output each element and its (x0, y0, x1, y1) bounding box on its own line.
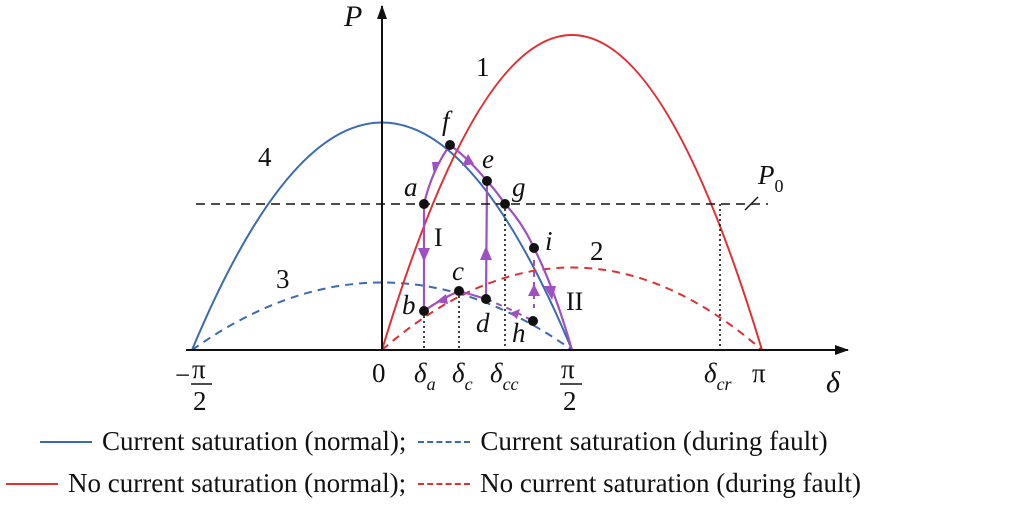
x-axis-label: δ (826, 366, 841, 399)
tick-delta-a: δa (414, 358, 436, 394)
point-label-i: i (545, 226, 553, 256)
point-a (419, 199, 429, 209)
point-c (454, 286, 464, 296)
tick-half-pi-num: π (561, 354, 575, 384)
curve-label-3: 3 (276, 264, 290, 294)
point-label-h: h (512, 318, 526, 348)
legend-swatch-red-solid (6, 482, 58, 485)
curve-1-no-saturation-normal (381, 34, 763, 351)
trajectory-d-e (484, 180, 489, 300)
arrow-b-to-c (436, 294, 448, 304)
point-label-c: c (452, 256, 464, 286)
trajectory-d-h (485, 298, 534, 322)
point-h (528, 316, 538, 326)
tick-neg-half-pi-sign: − (175, 360, 190, 390)
tick-delta-cc: δcc (490, 358, 519, 394)
p0-label: P0 (757, 160, 784, 196)
point-f (445, 140, 455, 150)
arrow-g-to-h (544, 286, 556, 300)
point-b (419, 306, 429, 316)
tick-pi: π (752, 358, 766, 388)
point-label-a: a (404, 172, 418, 202)
arrow-d-to-e (480, 246, 492, 260)
arrow-h-to-i (528, 284, 540, 296)
trajectory-i-end (533, 247, 574, 351)
point-e (482, 176, 492, 186)
point-i (529, 243, 539, 253)
tick-delta-c: δc (452, 358, 473, 394)
region-label-I: I (434, 223, 443, 252)
legend-row-current-saturation: Current saturation (normal); Current sat… (40, 426, 828, 457)
curve-label-2: 2 (590, 236, 604, 266)
region-label-II: II (566, 287, 583, 316)
power-angle-diagram: P δ P0 1 2 3 4 a b c d e f g h i I II − … (175, 0, 849, 416)
arrow-f-to-a (432, 162, 440, 176)
legend-swatch-blue-dashed (418, 440, 471, 443)
legend-label-no-saturation-fault: No current saturation (during fault) (480, 468, 862, 498)
arrow-e-to-f (462, 154, 474, 166)
curve-label-4: 4 (258, 142, 272, 172)
point-label-e: e (482, 144, 494, 174)
p0-subscript: 0 (775, 176, 784, 196)
tick-delta-cr: δcr (704, 358, 733, 394)
p0-leader (744, 196, 759, 211)
arrow-d-to-h (510, 309, 520, 319)
legend-swatch-blue-solid (40, 440, 92, 443)
legend-swatch-red-dashed (418, 482, 471, 485)
legend-label-no-saturation-normal: No current saturation (normal); (68, 468, 407, 498)
curve-label-1: 1 (476, 52, 490, 82)
tick-half-pi-den: 2 (563, 386, 577, 416)
point-label-b: b (402, 290, 416, 320)
tick-neg-half-pi-num: π (192, 354, 206, 384)
point-d (481, 294, 491, 304)
point-label-g: g (512, 172, 526, 202)
legend-label-current-saturation-fault: Current saturation (during fault) (480, 426, 828, 456)
tick-neg-half-pi-den: 2 (193, 386, 207, 416)
y-axis-label: P (343, 0, 362, 33)
curve-2-no-saturation-fault (381, 266, 763, 351)
curve-3-current-saturation-fault (191, 281, 573, 351)
arrow-a-to-b (418, 248, 430, 262)
point-label-f: f (442, 106, 453, 136)
legend-label-current-saturation-normal: Current saturation (normal); (102, 426, 407, 456)
tick-zero: 0 (372, 358, 386, 388)
point-g (500, 199, 510, 209)
legend-row-no-current-saturation: No current saturation (normal); No curre… (6, 468, 861, 499)
point-label-d: d (476, 308, 490, 338)
